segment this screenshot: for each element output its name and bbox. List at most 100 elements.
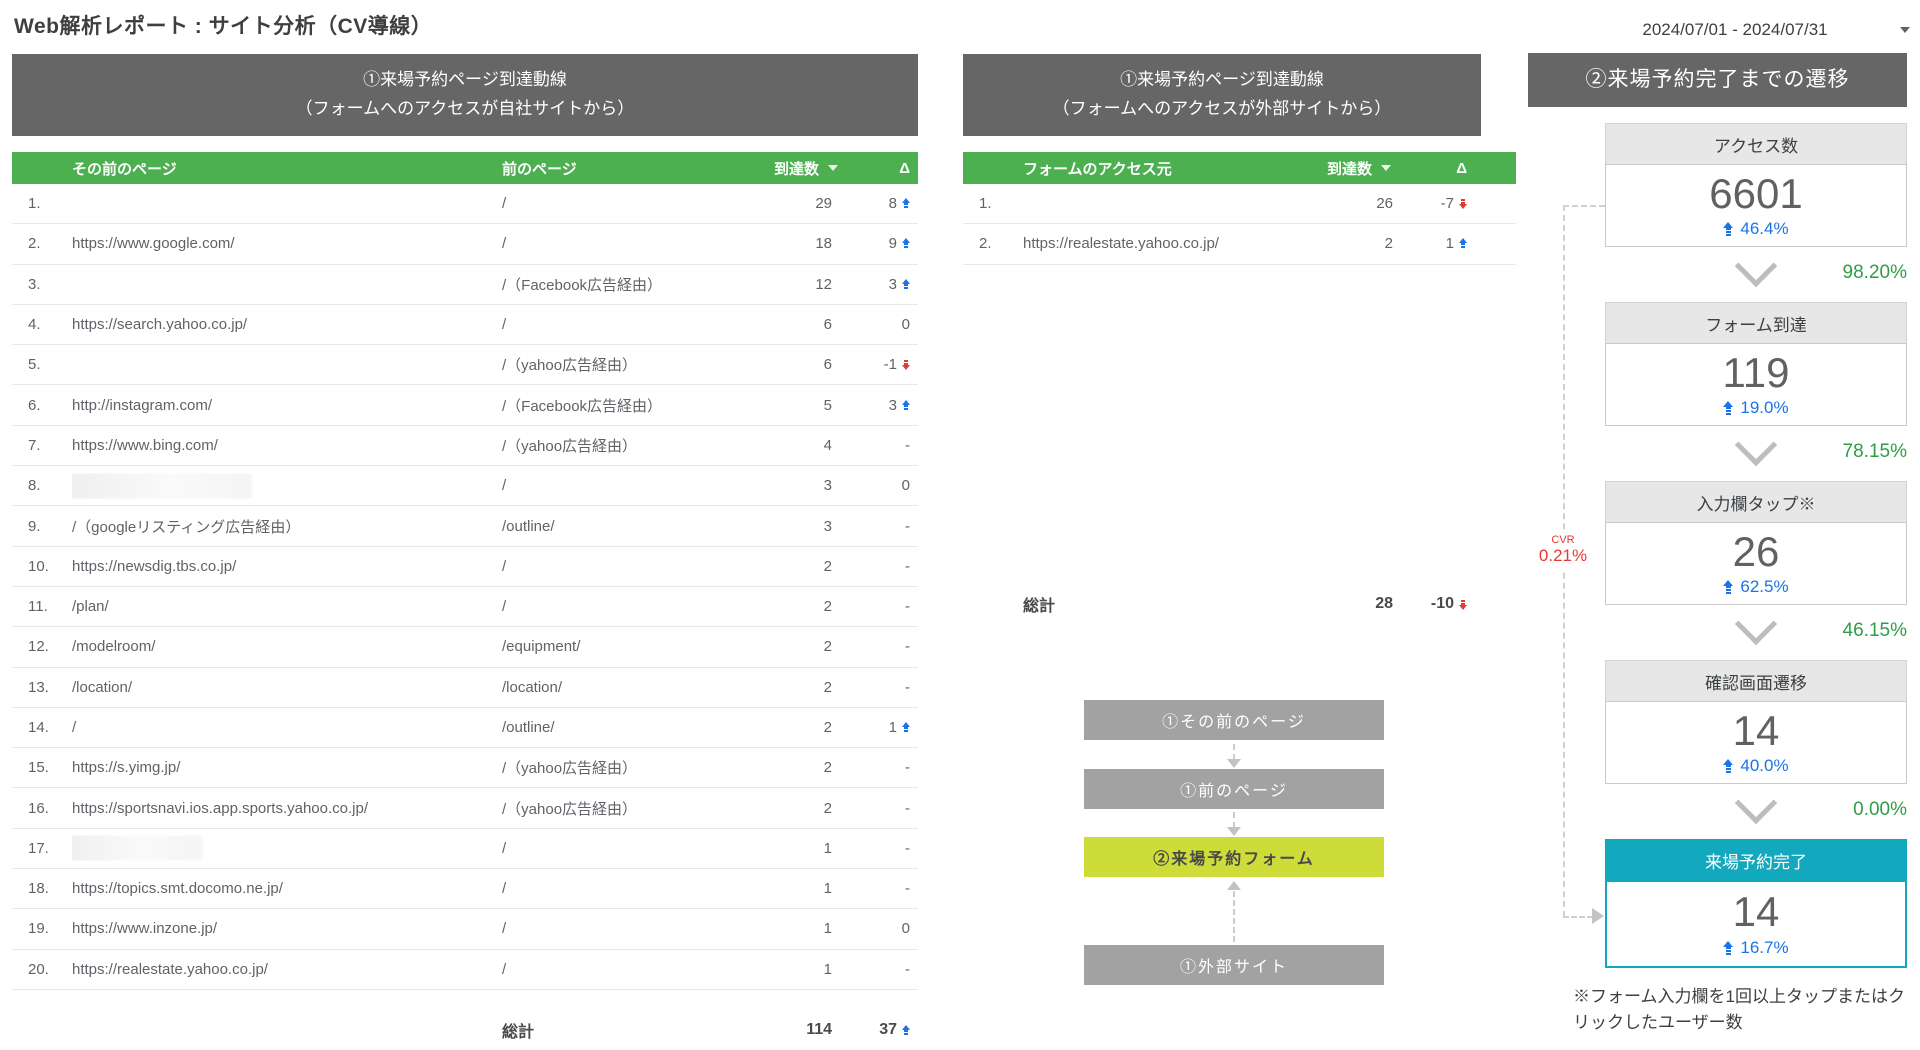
prev2-page-cell: https://www.inzone.jp/ [72, 920, 218, 938]
delta-value: - [905, 759, 910, 777]
prev-page-cell: /（yahoo広告経由） [502, 760, 638, 778]
row-index: 11. [28, 598, 48, 616]
row-index: 2. [979, 235, 992, 253]
row-index: 20. [28, 960, 49, 978]
prev-page-cell: /（Facebook広告経由） [502, 397, 663, 415]
arrow-down-icon [1227, 759, 1241, 768]
count-cell: 2 [823, 799, 832, 817]
row-index: 5. [28, 356, 41, 374]
prev-page-cell: / [502, 557, 507, 575]
delta-value: - [905, 517, 910, 535]
col-count[interactable]: 到達数 [1313, 158, 1403, 179]
table-row: 8. / 3 0 [12, 466, 918, 507]
step-conversion-rate: 46.15% [1842, 620, 1907, 641]
delta-value: - [905, 598, 910, 616]
prev-page-cell: /（yahoo広告経由） [502, 357, 638, 375]
delta-cell: - [842, 518, 918, 535]
arrow-up-icon [902, 722, 910, 733]
chevron-down-icon [1734, 244, 1778, 288]
arrow-down-icon [1227, 827, 1241, 836]
row-index: 19. [28, 920, 49, 938]
prev2-page-cell: https://realestate.yahoo.co.jp/ [72, 960, 268, 978]
delta-cell: - [842, 679, 918, 696]
prev-page-cell: / [502, 839, 507, 857]
row-index: 13. [28, 678, 49, 696]
form-source-cell: https://realestate.yahoo.co.jp/ [1023, 235, 1219, 253]
funnel-step-label: 入力欄タップ※ [1605, 481, 1907, 522]
prev2-page-cell: https://sportsnavi.ios.app.sports.yahoo.… [72, 799, 368, 817]
table-row: 19. https://www.inzone.jp/ / 1 0 [12, 909, 918, 950]
row-index: 7. [28, 436, 41, 454]
funnel-step-delta: 40.0% [1723, 756, 1789, 776]
funnel-step-gap: 98.20% [1605, 244, 1907, 302]
count-cell: 4 [823, 436, 832, 454]
delta-value: -7 [1440, 195, 1454, 213]
count-cell: 6 [823, 316, 832, 334]
delta-cell: - [842, 880, 918, 897]
table-row: 6. http://instagram.com/ /（Facebook広告経由） 5 3 [12, 385, 918, 426]
row-index: 4. [28, 316, 41, 334]
delta-value: 0 [901, 920, 910, 938]
table-row: 14. / /outline/2 1 [12, 708, 918, 749]
col-form-source: フォームのアクセス元 [1023, 160, 1172, 178]
funnel-step-value: 26 [1732, 527, 1780, 575]
chevron-down-icon [1734, 602, 1778, 646]
table-row: 16. https://sportsnavi.ios.app.sports.yah… [12, 788, 918, 829]
prev2-page-cell: https://s.yimg.jp/ [72, 759, 181, 777]
funnel-step-card: 確認画面遷移 14 40.0% [1605, 660, 1907, 784]
count-cell: 2 [823, 557, 832, 575]
table-row: 3. /（Facebook広告経由） 12 3 [12, 265, 918, 305]
count-cell: 6 [823, 356, 832, 374]
funnel-step-gap: 46.15% [1605, 602, 1907, 660]
date-range-picker[interactable]: 2024/07/01 - 2024/07/31 [1570, 16, 1910, 44]
count-cell: 1 [823, 880, 832, 898]
arrow-up-icon [902, 399, 910, 411]
total-label: 総計 [1023, 598, 1056, 616]
delta-value: 1 [888, 719, 897, 736]
col-prev2-page: その前のページ [72, 160, 177, 178]
funnel-step-card: 来場予約完了 14 16.7% [1605, 839, 1907, 968]
delta-value: - [905, 678, 910, 696]
table-row: 10. https://newsdig.tbs.co.jp/ / 2 - [12, 547, 918, 587]
table-row: 7. https://www.bing.com/ /（yahoo広告経由） 4 - [12, 426, 918, 467]
row-index: 15. [28, 759, 49, 777]
arrow-up-icon [1723, 401, 1734, 416]
funnel-step-label: 確認画面遷移 [1605, 660, 1907, 701]
chevron-down-icon [1734, 781, 1778, 825]
external-table-title-line2: （フォームへのアクセスが外部サイトから） [1052, 99, 1392, 118]
arrow-up-icon [1227, 881, 1241, 890]
delta-value: 3 [888, 396, 897, 414]
funnel-title-text: ②来場予約完了までの遷移 [1585, 68, 1850, 92]
col-count[interactable]: 到達数 [752, 158, 842, 179]
table-row: 18. https://topics.smt.docomo.ne.jp/ / 1 - [12, 869, 918, 910]
row-index: 14. [28, 719, 49, 736]
funnel-step-value-box: 6601 46.4% [1605, 164, 1907, 247]
count-cell: 5 [823, 396, 832, 414]
funnel-step-card: フォーム到達 119 19.0% [1605, 302, 1907, 426]
delta-value: - [905, 799, 910, 817]
internal-table-body: 1. / 29 8 2. https://www.google.com/ / 18 9 3. /（F… [12, 184, 918, 990]
prev2-page-cell: /（googleリスティング広告経由） [72, 518, 301, 536]
sort-caret-icon [1381, 165, 1391, 171]
prev2-page-cell: https://www.bing.com/ [72, 436, 218, 454]
count-cell: 1 [823, 839, 832, 857]
count-cell: 3 [823, 477, 832, 495]
delta-cell: - [842, 437, 918, 454]
row-index: 2. [28, 235, 41, 253]
cvr-label: CVR 0.21% [1530, 531, 1596, 570]
row-index: 17. [28, 839, 49, 857]
prev-page-cell: /location/ [502, 678, 563, 696]
count-cell: 29 [815, 195, 832, 213]
col-count-label: 到達数 [1326, 160, 1372, 178]
row-index: 16. [28, 799, 49, 817]
redacted-value [72, 835, 202, 862]
delta-value: - [905, 960, 910, 978]
external-table-total-row: 総計 28 -10 [963, 584, 1516, 624]
arrow-up-icon [902, 1024, 910, 1036]
funnel-step-delta-value: 40.0% [1740, 756, 1789, 776]
col-delta: Δ [1456, 159, 1467, 177]
prev-page-cell: / [502, 960, 507, 978]
table-row: 1. 26 -7 [963, 184, 1516, 225]
prev2-page-cell: https://www.google.com/ [72, 235, 235, 253]
flow-arrow-line [1233, 744, 1235, 760]
